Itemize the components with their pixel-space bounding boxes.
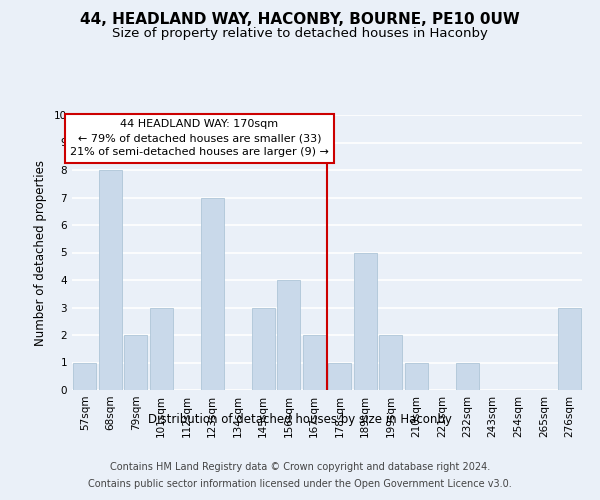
Bar — [277, 280, 300, 390]
Bar — [73, 362, 96, 390]
Bar — [124, 335, 147, 390]
Bar — [354, 252, 377, 390]
Bar — [150, 308, 173, 390]
Bar — [252, 308, 275, 390]
Bar — [201, 198, 224, 390]
Text: Contains HM Land Registry data © Crown copyright and database right 2024.: Contains HM Land Registry data © Crown c… — [110, 462, 490, 472]
Bar — [328, 362, 351, 390]
Text: Contains public sector information licensed under the Open Government Licence v3: Contains public sector information licen… — [88, 479, 512, 489]
Y-axis label: Number of detached properties: Number of detached properties — [34, 160, 47, 346]
Text: 44, HEADLAND WAY, HACONBY, BOURNE, PE10 0UW: 44, HEADLAND WAY, HACONBY, BOURNE, PE10 … — [80, 12, 520, 28]
Bar — [99, 170, 122, 390]
Bar — [456, 362, 479, 390]
Bar — [558, 308, 581, 390]
Text: Size of property relative to detached houses in Haconby: Size of property relative to detached ho… — [112, 28, 488, 40]
Bar — [379, 335, 402, 390]
Text: 44 HEADLAND WAY: 170sqm
← 79% of detached houses are smaller (33)
21% of semi-de: 44 HEADLAND WAY: 170sqm ← 79% of detache… — [70, 119, 329, 157]
Bar — [303, 335, 326, 390]
Text: Distribution of detached houses by size in Haconby: Distribution of detached houses by size … — [148, 412, 452, 426]
Bar — [405, 362, 428, 390]
